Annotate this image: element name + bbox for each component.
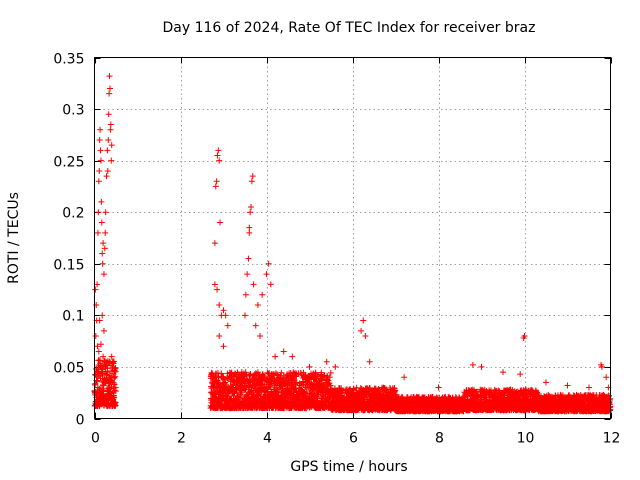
y-tick-labels: 0 0.05 0.1 0.15 0.2 0.25 0.3 0.35 xyxy=(53,52,84,429)
data-point xyxy=(97,157,104,164)
data-point xyxy=(105,137,112,144)
data-point xyxy=(97,147,104,154)
data-point xyxy=(108,157,115,164)
data-point xyxy=(221,376,228,383)
data-point xyxy=(92,332,99,339)
data-point xyxy=(97,126,104,133)
data-point xyxy=(240,376,247,383)
data-point xyxy=(95,209,102,216)
data-point xyxy=(96,137,103,144)
data-point xyxy=(111,381,118,388)
data-point xyxy=(99,260,106,267)
x-tick-label: 4 xyxy=(263,431,272,447)
data-point xyxy=(99,250,106,257)
data-point xyxy=(109,359,116,366)
data-point xyxy=(107,126,114,133)
y-tick-label: 0.1 xyxy=(62,309,84,325)
data-point xyxy=(274,371,281,378)
data-point xyxy=(112,384,119,391)
data-point xyxy=(95,178,102,185)
y-tick-label: 0.3 xyxy=(62,103,84,119)
data-point xyxy=(104,167,111,174)
x-tick-label: 12 xyxy=(603,431,621,447)
x-tick-label: 0 xyxy=(91,431,100,447)
x-tick-label: 10 xyxy=(517,431,535,447)
data-point xyxy=(107,121,114,128)
x-tick-labels: 0 2 4 6 8 10 12 xyxy=(91,431,620,447)
data-point xyxy=(106,90,113,97)
y-tick-label: 0 xyxy=(76,413,85,429)
chart-title: Day 116 of 2024, Rate Of TEC Index for r… xyxy=(163,20,536,36)
data-point xyxy=(293,379,300,386)
data-point xyxy=(92,286,99,293)
data-point xyxy=(314,397,321,404)
data-point xyxy=(327,369,334,376)
data-point xyxy=(278,369,285,376)
data-point xyxy=(98,198,105,205)
y-tick-label: 0.15 xyxy=(53,258,84,274)
data-point xyxy=(111,374,118,381)
data-point xyxy=(290,389,297,396)
data-point xyxy=(102,229,109,236)
y-tick-label: 0.25 xyxy=(53,155,84,171)
data-point xyxy=(111,394,118,401)
y-tick-label: 0.35 xyxy=(53,52,84,68)
data-point xyxy=(100,271,107,278)
y-tick-label: 0.05 xyxy=(53,361,84,377)
data-point xyxy=(242,369,249,376)
data-point xyxy=(102,209,109,216)
data-point xyxy=(98,219,105,226)
data-point xyxy=(101,245,108,252)
data-point xyxy=(105,111,112,118)
x-tick-label: 8 xyxy=(435,431,444,447)
data-point xyxy=(94,378,101,385)
data-point xyxy=(104,147,111,154)
data-point xyxy=(112,402,119,409)
grid xyxy=(94,57,611,419)
data-point xyxy=(100,382,107,389)
data-point xyxy=(106,73,113,80)
x-tick-label: 6 xyxy=(349,431,358,447)
data-point xyxy=(111,387,118,394)
data-point xyxy=(112,368,119,375)
data-point xyxy=(94,229,101,236)
data-point xyxy=(96,167,103,174)
data-point xyxy=(95,348,102,355)
data-point xyxy=(106,85,113,92)
data-point xyxy=(100,240,107,247)
data-point xyxy=(108,142,115,149)
y-tick-label: 0.2 xyxy=(62,206,84,222)
data-points xyxy=(91,73,614,415)
data-point xyxy=(103,173,110,180)
x-tick-label: 2 xyxy=(177,431,186,447)
